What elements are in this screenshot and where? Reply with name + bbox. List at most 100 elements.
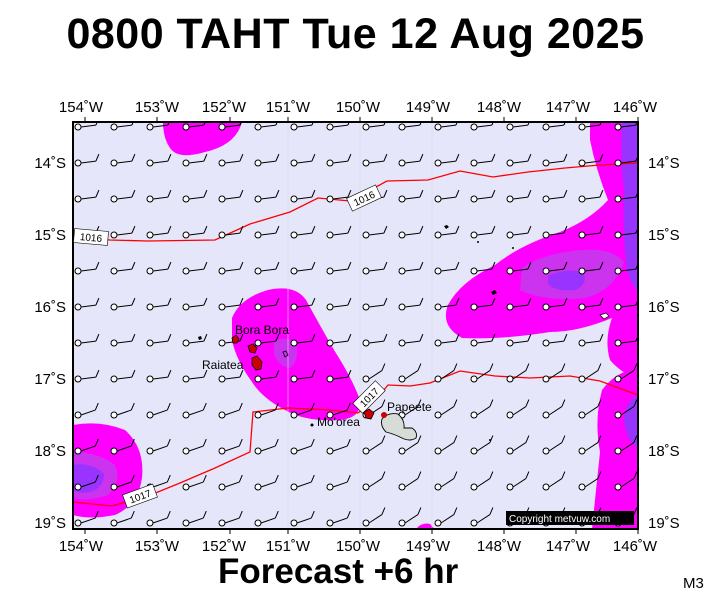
wind-barb — [470, 333, 496, 347]
wind-barb — [218, 122, 242, 131]
lon-label: 154˚W — [59, 99, 104, 116]
wind-barb — [182, 261, 208, 275]
model-label: M3 — [683, 575, 704, 592]
moorea-marker — [310, 423, 314, 427]
copyright-text: Copyright metvuw.com — [509, 514, 610, 525]
wind-barb — [362, 333, 388, 347]
wind-barb — [578, 189, 604, 203]
latitude-labels-right: 14˚S 15˚S 16˚S 17˚S 18˚S 19˚S — [648, 155, 680, 532]
wind-barb — [434, 122, 458, 131]
lon-label: 152˚W — [202, 538, 247, 555]
forecast-label: Forecast +6 hr — [218, 552, 459, 591]
wind-barb — [218, 225, 244, 239]
wind-barb — [290, 333, 316, 347]
wind-barb — [506, 189, 532, 203]
wind-barb — [470, 363, 494, 383]
wind-barb — [434, 471, 458, 491]
wind-barb — [470, 435, 494, 455]
wind-barb — [74, 153, 100, 167]
papeete-marker — [381, 412, 387, 418]
wind-barb — [254, 510, 279, 527]
wind-barb — [146, 153, 172, 167]
wind-barb — [326, 438, 351, 455]
wind-barb — [254, 333, 280, 347]
wind-barb — [74, 333, 100, 347]
wind-barb — [398, 122, 422, 131]
lat-label: 16˚S — [648, 299, 680, 316]
lon-label: 153˚W — [135, 99, 180, 116]
wind-barb — [290, 402, 315, 419]
wind-barb — [506, 471, 530, 491]
wind-barb — [218, 369, 244, 383]
wind-barb — [326, 261, 352, 275]
wind-barb — [578, 122, 602, 131]
wind-barb — [290, 438, 315, 455]
wind-barb — [614, 363, 638, 383]
wind-barb — [290, 153, 316, 167]
wind-barb — [110, 261, 136, 275]
wind-barb — [326, 474, 351, 491]
wind-barb — [290, 261, 316, 275]
wind-barb — [362, 471, 386, 491]
lat-label: 19˚S — [34, 515, 66, 532]
wind-barb — [470, 153, 496, 167]
wind-barb — [182, 333, 208, 347]
wind-barb — [146, 297, 172, 311]
lat-label: 17˚S — [648, 371, 680, 388]
wind-barb — [146, 438, 171, 455]
wind-barb — [290, 474, 315, 491]
island-tuamotu-1 — [599, 312, 610, 320]
wind-barb — [182, 189, 208, 203]
wind-barb — [254, 297, 280, 311]
wind-barb — [74, 189, 100, 203]
wind-barb — [110, 225, 136, 239]
lon-label: 152˚W — [202, 99, 247, 116]
wind-barb — [326, 189, 352, 203]
wind-barb — [398, 471, 422, 491]
isobar-label: 1016 — [79, 232, 103, 245]
wind-barb — [110, 153, 136, 167]
wind-barb — [326, 402, 351, 419]
islands — [198, 225, 610, 441]
wind-barb — [578, 297, 604, 311]
wind-barb — [578, 261, 604, 275]
wind-barb — [362, 297, 388, 311]
wind-barb — [398, 507, 422, 527]
wind-barb — [614, 298, 638, 311]
wind-barb — [542, 399, 566, 419]
wind-barb — [542, 122, 566, 131]
precip-area-south-small — [416, 523, 434, 529]
wind-barb — [74, 261, 100, 275]
wind-barb — [182, 510, 207, 527]
wind-barb — [542, 435, 566, 455]
wind-barb — [506, 261, 532, 275]
wind-barb — [182, 438, 207, 455]
wind-barb — [254, 189, 280, 203]
wind-barb — [470, 297, 496, 311]
wind-barb — [398, 435, 422, 455]
wind-barb — [506, 333, 532, 347]
wind-barb — [110, 438, 135, 455]
wind-barb — [614, 122, 638, 131]
wind-barb — [398, 363, 422, 383]
wind-barb — [110, 122, 134, 131]
wind-barb — [506, 363, 530, 383]
wind-barb — [398, 153, 424, 167]
wind-barb — [254, 402, 279, 419]
place-label-bora-bora: Bora Bora — [235, 323, 289, 337]
wind-barb — [326, 122, 350, 131]
lon-label: 147˚W — [546, 99, 591, 116]
island-dot-2 — [512, 247, 514, 249]
wind-barb — [578, 471, 602, 491]
wind-barb — [434, 261, 460, 275]
wind-barb — [254, 225, 280, 239]
wind-barb — [254, 474, 279, 491]
lon-label: 146˚W — [613, 538, 658, 555]
lon-label: 150˚W — [336, 538, 381, 555]
lat-label: 18˚S — [34, 443, 66, 460]
place-label-raiatea: Raiatea — [202, 358, 244, 372]
wind-barb — [182, 369, 208, 383]
copyright-box — [506, 511, 634, 525]
lon-label: 151˚W — [266, 99, 311, 116]
wind-barb — [254, 261, 280, 275]
